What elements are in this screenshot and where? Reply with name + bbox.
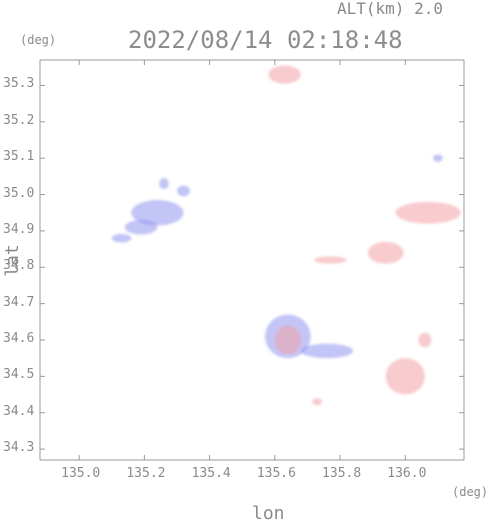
y-tick-label: 34.4 <box>3 403 35 419</box>
echo-south-small <box>312 398 323 406</box>
echo-south-east-tip <box>418 332 432 348</box>
x-tick-label: 135.0 <box>61 466 101 481</box>
y-tick-label: 34.7 <box>3 294 35 310</box>
echo-east-band <box>313 256 347 264</box>
echo-west-nw <box>159 178 169 190</box>
y-tick-label: 34.6 <box>3 331 35 346</box>
altitude-label: ALT(km) 2.0 <box>337 0 443 18</box>
y-unit-label: (deg) <box>20 33 57 47</box>
echo-west-cell <box>111 233 132 243</box>
y-tick-label: 35.1 <box>3 149 35 165</box>
echo-west-ne <box>176 185 191 197</box>
y-tick-label: 34.5 <box>3 367 35 383</box>
echo-west-sub <box>124 220 158 235</box>
y-tick-label: 34.9 <box>3 221 35 237</box>
y-tick-label: 35.3 <box>3 76 35 92</box>
y-tick-label: 35.2 <box>3 112 35 128</box>
echo-layer <box>111 65 461 406</box>
x-axis-label: lon <box>252 503 285 524</box>
y-tick-label: 34.3 <box>3 440 35 456</box>
echo-north-top <box>268 65 301 84</box>
x-tick-label: 135.6 <box>256 466 296 481</box>
y-tick-label: 34.8 <box>3 258 35 274</box>
echo-south-east <box>385 358 425 395</box>
echo-ne-small <box>433 154 443 162</box>
y-tick-label: 35.0 <box>3 185 35 201</box>
tick-layer <box>40 60 464 460</box>
echo-center-cluster-mix <box>274 325 301 355</box>
echo-east-mid <box>367 241 404 264</box>
timestamp-title: 2022/08/14 02:18:48 <box>128 26 403 54</box>
x-tick-label: 135.2 <box>126 466 166 481</box>
x-tick-label: 135.4 <box>191 466 231 481</box>
echo-center-tail <box>300 343 354 359</box>
plot-frame <box>39 59 465 461</box>
x-unit-label: (deg) <box>452 485 489 499</box>
x-tick-label: 136.0 <box>387 466 427 481</box>
echo-east-large <box>395 201 461 224</box>
x-tick-label: 135.8 <box>322 466 362 481</box>
echo-west-main <box>131 200 184 226</box>
